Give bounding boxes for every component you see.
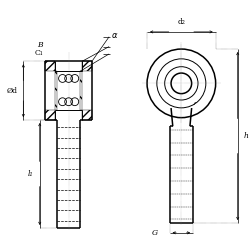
Text: l₁: l₁: [28, 170, 34, 178]
Text: Ød: Ød: [6, 87, 17, 95]
Text: r: r: [194, 100, 197, 105]
Text: d₂: d₂: [178, 18, 185, 26]
Text: G: G: [152, 229, 158, 237]
Text: α: α: [112, 31, 117, 40]
Text: h: h: [244, 132, 249, 140]
Text: C₁: C₁: [34, 49, 43, 57]
Text: B: B: [37, 41, 43, 49]
